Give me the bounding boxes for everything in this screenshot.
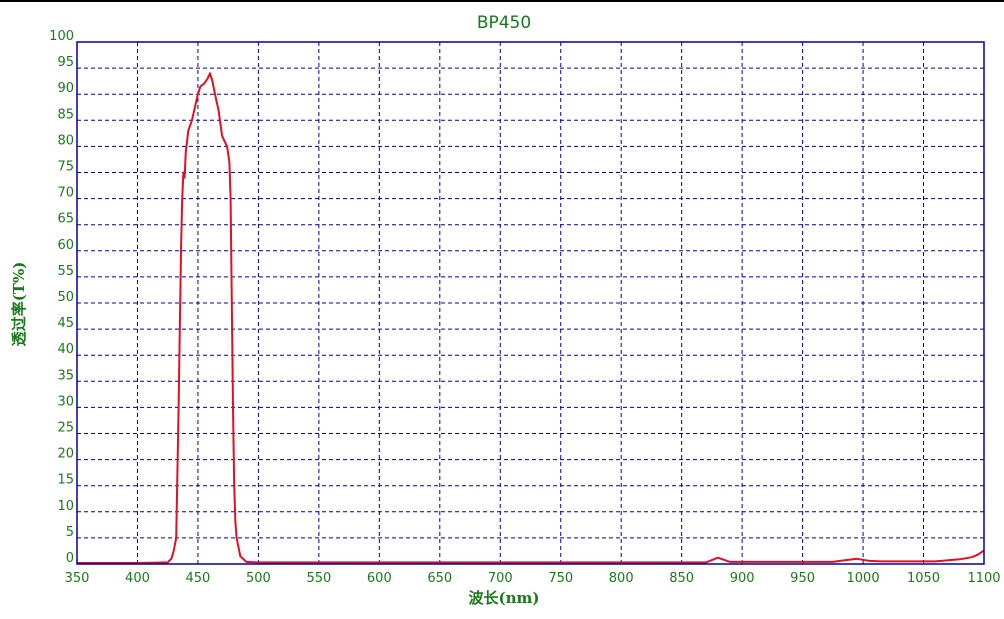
x-tick-label: 950 xyxy=(790,571,815,586)
x-axis-label: 波长(nm) xyxy=(469,589,540,607)
y-tick-label: 10 xyxy=(57,499,74,514)
x-tick-label: 750 xyxy=(548,571,573,586)
y-tick-label: 5 xyxy=(66,525,74,540)
x-tick-label: 350 xyxy=(65,571,90,586)
x-tick-label: 800 xyxy=(609,571,634,586)
y-tick-label: 70 xyxy=(57,186,74,201)
grid xyxy=(77,42,984,564)
chart-title: BP450 xyxy=(477,13,531,33)
y-tick-label: 0 xyxy=(66,551,74,566)
x-tick-label: 650 xyxy=(427,571,452,586)
y-tick-label: 100 xyxy=(49,29,74,44)
y-tick-label: 80 xyxy=(57,133,74,148)
plot-frame xyxy=(76,41,985,565)
series-line xyxy=(77,72,985,564)
y-tick-label: 25 xyxy=(57,421,74,436)
y-tick-label: 90 xyxy=(57,81,74,96)
y-tick-label: 55 xyxy=(57,264,74,279)
x-tick-label: 450 xyxy=(186,571,211,586)
y-tick-label: 85 xyxy=(57,107,74,122)
x-tick-label: 600 xyxy=(367,571,392,586)
x-axis-ticks: 350 400 450 500 550 600 650 700 750 800 850 900 950 1… xyxy=(65,571,1001,586)
x-tick-label: 1050 xyxy=(907,571,940,586)
x-tick-label: 550 xyxy=(306,571,331,586)
y-tick-label: 35 xyxy=(57,368,74,383)
y-tick-label: 60 xyxy=(57,238,74,253)
y-tick-label: 65 xyxy=(57,212,74,227)
x-tick-label: 500 xyxy=(246,571,271,586)
y-tick-label: 95 xyxy=(57,55,74,70)
x-tick-label: 1000 xyxy=(847,571,880,586)
x-tick-label: 700 xyxy=(488,571,513,586)
y-tick-label: 75 xyxy=(57,160,74,175)
window-top-border xyxy=(0,0,1004,2)
y-tick-label: 15 xyxy=(57,473,74,488)
y-tick-label: 45 xyxy=(57,316,74,331)
y-axis-label: 透过率(T%) xyxy=(10,262,28,347)
x-tick-label: 850 xyxy=(669,571,694,586)
x-tick-label: 1100 xyxy=(967,571,1000,586)
y-tick-label: 40 xyxy=(57,342,74,357)
y-tick-label: 20 xyxy=(57,447,74,462)
y-tick-label: 30 xyxy=(57,394,74,409)
x-tick-label: 900 xyxy=(730,571,755,586)
y-tick-label: 50 xyxy=(57,290,74,305)
x-tick-label: 400 xyxy=(125,571,150,586)
y-axis-ticks: 0 5 10 15 20 25 30 35 40 45 50 55 60 65 70 75 80 85 90 95 10… xyxy=(49,29,74,566)
